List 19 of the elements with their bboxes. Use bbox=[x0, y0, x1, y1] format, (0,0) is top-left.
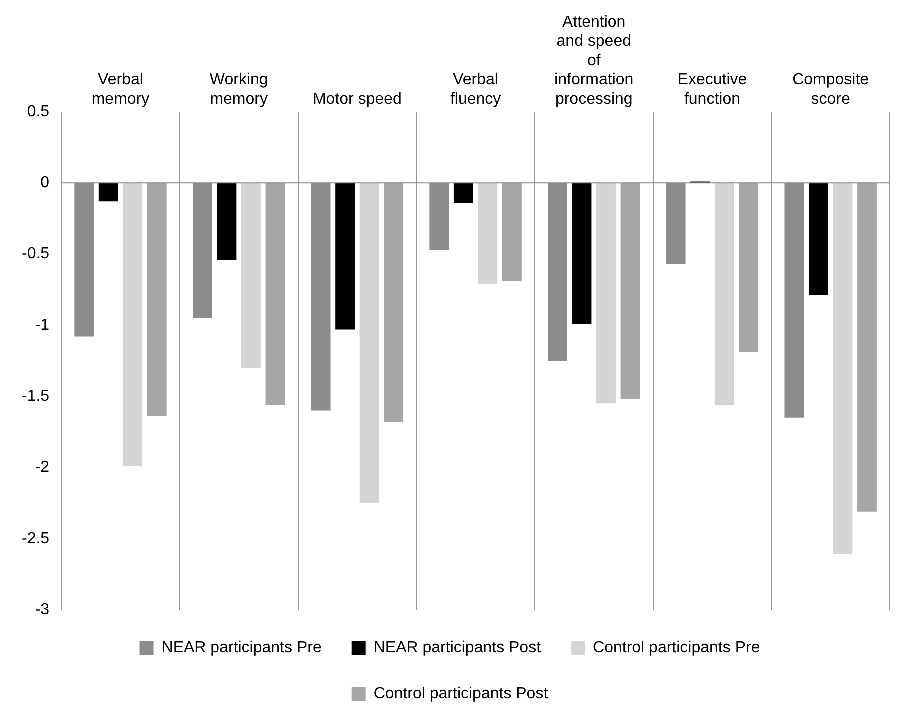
y-tick-label: -2.5 bbox=[22, 530, 50, 548]
legend-label: Control participants Post bbox=[374, 685, 549, 702]
x-tick-label: Executive function bbox=[678, 72, 748, 108]
y-tick-label: 0 bbox=[40, 174, 50, 192]
legend-label: NEAR participants Post bbox=[374, 639, 542, 656]
y-tick-label: 0.5 bbox=[27, 103, 50, 120]
x-tick-label: Composite score bbox=[792, 72, 870, 108]
legend-label: NEAR participants Pre bbox=[162, 639, 322, 656]
x-tick-label: Motor speed bbox=[312, 90, 402, 108]
legend-label: Control participants Pre bbox=[593, 639, 760, 656]
x-tick-label: Verbal fluency bbox=[450, 72, 502, 108]
x-tick-label: Working memory bbox=[210, 72, 268, 108]
y-tick-label: -2 bbox=[35, 459, 50, 476]
y-tick-label: -1 bbox=[35, 316, 50, 334]
y-tick-label: -1.5 bbox=[22, 388, 50, 405]
x-tick-label: Verbal memory bbox=[92, 72, 150, 108]
y-tick-label: -0.5 bbox=[22, 246, 50, 263]
x-tick-label: Attention and speed of information processing bbox=[554, 14, 634, 108]
y-tick-label: -3 bbox=[35, 601, 50, 618]
